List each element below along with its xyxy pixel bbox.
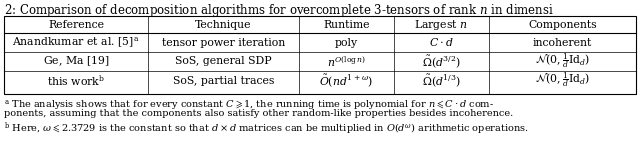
Text: SoS, general SDP: SoS, general SDP xyxy=(175,56,272,66)
Text: incoherent: incoherent xyxy=(532,37,592,47)
Text: SoS, partial traces: SoS, partial traces xyxy=(173,76,274,86)
Text: Components: Components xyxy=(528,19,596,29)
Text: Technique: Technique xyxy=(195,19,252,29)
Text: tensor power iteration: tensor power iteration xyxy=(162,37,285,47)
Text: $\mathcal{N}(0, \frac{1}{d}\mathrm{Id}_d)$: $\mathcal{N}(0, \frac{1}{d}\mathrm{Id}_d… xyxy=(534,52,590,71)
Text: Ge, Ma $[19]$: Ge, Ma $[19]$ xyxy=(43,55,109,68)
Text: $\tilde{\Omega}(d^{1/3})$: $\tilde{\Omega}(d^{1/3})$ xyxy=(422,72,461,89)
Text: this work$^{\mathrm{b}}$: this work$^{\mathrm{b}}$ xyxy=(47,73,105,88)
Text: Anandkumar et al. $[5]^{\mathrm{a}}$: Anandkumar et al. $[5]^{\mathrm{a}}$ xyxy=(12,35,140,49)
Text: ponents, assuming that the components also satisfy other random-like properties : ponents, assuming that the components al… xyxy=(4,109,513,118)
Text: $^{\mathrm{a}}$ The analysis shows that for every constant $C \geqslant 1$, the : $^{\mathrm{a}}$ The analysis shows that … xyxy=(4,98,494,112)
Text: $^{\mathrm{b}}$ Here, $\omega \leqslant 2.3729$ is the constant so that $d \time: $^{\mathrm{b}}$ Here, $\omega \leqslant … xyxy=(4,120,529,137)
Text: $\tilde{O}(nd^{1+\omega})$: $\tilde{O}(nd^{1+\omega})$ xyxy=(319,72,373,89)
Text: $n^{O(\log n)}$: $n^{O(\log n)}$ xyxy=(327,54,366,69)
Text: $C \cdot d$: $C \cdot d$ xyxy=(429,36,454,48)
Bar xyxy=(4,16,636,94)
Text: $\tilde{\Omega}(d^{3/2})$: $\tilde{\Omega}(d^{3/2})$ xyxy=(422,53,461,70)
Text: poly: poly xyxy=(335,37,358,47)
Text: Largest $n$: Largest $n$ xyxy=(414,17,468,31)
Text: Runtime: Runtime xyxy=(323,19,369,29)
Text: Reference: Reference xyxy=(48,19,104,29)
Text: 2: Comparison of decomposition algorithms for overcomplete 3-tensors of rank $n$: 2: Comparison of decomposition algorithm… xyxy=(4,2,554,19)
Text: $\mathcal{N}(0, \frac{1}{d}\mathrm{Id}_d)$: $\mathcal{N}(0, \frac{1}{d}\mathrm{Id}_d… xyxy=(534,71,590,90)
